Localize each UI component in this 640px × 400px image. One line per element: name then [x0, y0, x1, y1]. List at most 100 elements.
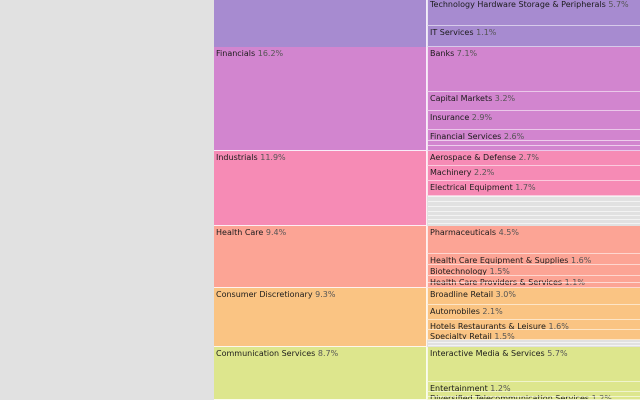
industry-electrical-equipment-percent: 1.7%	[512, 183, 536, 192]
industry-aerospace-defense-percent: 2.7%	[516, 153, 539, 162]
industry-insurance[interactable]: Insurance 2.9%	[427, 111, 640, 130]
industry-banks-name: Banks	[430, 49, 455, 58]
industry-diversified-telecommunication-services-name: Diversified Telecommunication Services	[430, 394, 590, 400]
industry-specialty-retail-name: Specialty Retail	[430, 332, 492, 340]
industry-capital-markets-label: Capital Markets 3.2%	[430, 93, 515, 104]
sector-financials-percent: 16.2%	[255, 49, 284, 58]
industry-automobiles-label: Automobiles 2.1%	[430, 306, 503, 317]
sector-health-care-name: Health Care	[216, 228, 264, 237]
industry-insurance-label: Insurance 2.9%	[430, 112, 492, 123]
small-industry-divider	[428, 282, 640, 283]
sector-information-technology[interactable]	[214, 0, 427, 48]
industry-interactive-media-services-label: Interactive Media & Services 5.7%	[430, 348, 568, 359]
industry-aerospace-defense-label: Aerospace & Defense 2.7%	[430, 152, 539, 163]
small-industry-divider	[428, 219, 640, 220]
industry-entertainment-percent: 1.2%	[487, 384, 511, 392]
small-industry-divider	[428, 342, 640, 343]
industry-biotechnology[interactable]: Biotechnology 1.5%	[427, 265, 640, 276]
industry-machinery-label: Machinery 2.2%	[430, 167, 494, 178]
industry-automobiles-percent: 2.1%	[479, 307, 503, 316]
sector-industrials-name: Industrials	[216, 153, 258, 162]
industry-interactive-media-services[interactable]: Interactive Media & Services 5.7%	[427, 347, 640, 382]
industry-hotels-restaurants-leisure-percent: 1.6%	[545, 322, 569, 330]
small-industry-divider	[428, 140, 640, 141]
small-industry-divider	[428, 396, 640, 397]
sector-communication-services-label: Communication Services 8.7%	[216, 348, 338, 359]
small-industry-divider	[428, 206, 640, 207]
industry-capital-markets-name: Capital Markets	[430, 94, 493, 103]
industry-broadline-retail[interactable]: Broadline Retail 3.0%	[427, 288, 640, 305]
industry-biotechnology-name: Biotechnology	[430, 267, 488, 276]
industry-diversified-telecommunication-services-percent: 1.2%	[589, 394, 612, 400]
sector-consumer-discretionary[interactable]: Consumer Discretionary 9.3%	[214, 288, 427, 347]
industry-health-care-equipment-supplies[interactable]: Health Care Equipment & Supplies 1.6%	[427, 254, 640, 265]
industry-specialty-retail[interactable]: Specialty Retail 1.5%	[427, 330, 640, 340]
small-industry-divider	[428, 201, 640, 202]
sector-industrials-percent: 11.9%	[257, 153, 286, 162]
industry-electrical-equipment[interactable]: Electrical Equipment 1.7%	[427, 181, 640, 196]
industry-technology-hardware-storage-peripherals-label: Technology Hardware Storage & Peripheral…	[430, 0, 629, 10]
industry-technology-hardware-storage-peripherals-percent: 5.7%	[605, 0, 629, 9]
industry-entertainment-name: Entertainment	[430, 384, 488, 392]
industry-biotechnology-label: Biotechnology 1.5%	[430, 266, 510, 276]
industry-broadline-retail-percent: 3.0%	[493, 290, 516, 299]
industry-electrical-equipment-label: Electrical Equipment 1.7%	[430, 182, 536, 193]
industry-hotels-restaurants-leisure[interactable]: Hotels Restaurants & Leisure 1.6%	[427, 320, 640, 330]
industry-pharmaceuticals-percent: 4.5%	[496, 228, 519, 237]
industry-insurance-name: Insurance	[430, 113, 470, 122]
industry-broadline-retail-name: Broadline Retail	[430, 290, 494, 299]
sector-consumer-discretionary-name: Consumer Discretionary	[216, 290, 313, 299]
industry-financial-services-name: Financial Services	[430, 132, 502, 141]
small-industry-divider	[428, 211, 640, 212]
industry-entertainment[interactable]: Entertainment 1.2%	[427, 382, 640, 392]
industry-broadline-retail-label: Broadline Retail 3.0%	[430, 289, 516, 300]
industry-it-services[interactable]: IT Services 1.1%	[427, 26, 640, 47]
sector-communication-services-name: Communication Services	[216, 349, 316, 358]
industry-automobiles[interactable]: Automobiles 2.1%	[427, 305, 640, 320]
sector-consumer-discretionary-percent: 9.3%	[312, 290, 336, 299]
industry-aerospace-defense[interactable]: Aerospace & Defense 2.7%	[427, 151, 640, 166]
sector-communication-services-percent: 8.7%	[315, 349, 339, 358]
industry-it-services-label: IT Services 1.1%	[430, 27, 496, 38]
industry-banks-percent: 7.1%	[454, 49, 478, 58]
industry-financial-services-label: Financial Services 2.6%	[430, 131, 524, 142]
sector-consumer-discretionary-label: Consumer Discretionary 9.3%	[216, 289, 335, 300]
small-industry-divider	[428, 223, 640, 224]
industry-machinery[interactable]: Machinery 2.2%	[427, 166, 640, 181]
industry-machinery-percent: 2.2%	[471, 168, 495, 177]
sector-industrials[interactable]: Industrials 11.9%	[214, 151, 427, 226]
industry-hotels-restaurants-leisure-label: Hotels Restaurants & Leisure 1.6%	[430, 321, 569, 330]
industry-capital-markets-percent: 3.2%	[492, 94, 516, 103]
small-industry-divider	[428, 345, 640, 346]
industry-technology-hardware-storage-peripherals[interactable]: Technology Hardware Storage & Peripheral…	[427, 0, 640, 26]
industry-it-services-name: IT Services	[430, 28, 474, 37]
industry-banks-label: Banks 7.1%	[430, 48, 477, 59]
left-margin-pane	[0, 0, 214, 400]
industry-pharmaceuticals[interactable]: Pharmaceuticals 4.5%	[427, 226, 640, 254]
industry-interactive-media-services-percent: 5.7%	[544, 349, 568, 358]
industry-health-care-equipment-supplies-label: Health Care Equipment & Supplies 1.6%	[430, 255, 591, 265]
industry-pharmaceuticals-label: Pharmaceuticals 4.5%	[430, 227, 519, 238]
industry-machinery-name: Machinery	[430, 168, 472, 177]
industry-health-care-equipment-supplies-name: Health Care Equipment & Supplies	[430, 256, 569, 265]
industry-it-services-percent: 1.1%	[473, 28, 497, 37]
industry-banks[interactable]: Banks 7.1%	[427, 47, 640, 92]
sector-financials-label: Financials 16.2%	[216, 48, 283, 59]
sector-industrials-label: Industrials 11.9%	[216, 152, 286, 163]
sector-financials[interactable]: Financials 16.2%	[214, 47, 427, 151]
industry-insurance-percent: 2.9%	[469, 113, 493, 122]
small-industry-divider	[428, 145, 640, 146]
industry-automobiles-name: Automobiles	[430, 307, 480, 316]
small-industry-divider	[428, 215, 640, 216]
small-industry-divider	[428, 196, 640, 197]
industry-technology-hardware-storage-peripherals-name: Technology Hardware Storage & Peripheral…	[430, 0, 606, 9]
sector-health-care-percent: 9.4%	[263, 228, 287, 237]
industry-capital-markets[interactable]: Capital Markets 3.2%	[427, 92, 640, 111]
sector-financials-name: Financials	[216, 49, 256, 58]
sector-health-care[interactable]: Health Care 9.4%	[214, 226, 427, 288]
sector-health-care-label: Health Care 9.4%	[216, 227, 286, 238]
industry-biotechnology-percent: 1.5%	[487, 267, 510, 276]
industry-pharmaceuticals-name: Pharmaceuticals	[430, 228, 497, 237]
sector-communication-services[interactable]: Communication Services 8.7%	[214, 347, 427, 400]
